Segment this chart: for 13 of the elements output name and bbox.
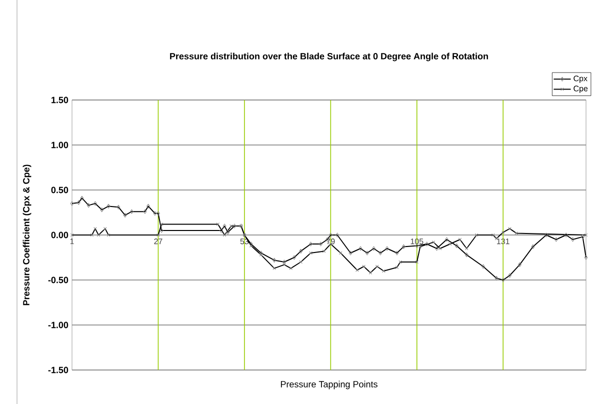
y-tick-label: -1.50 — [48, 366, 68, 374]
y-tick-label: -0.50 — [48, 276, 68, 284]
y-tick-label: 0.00 — [51, 232, 68, 238]
y-axis-title: Pressure Coefficient (Cpx & Cpe) — [22, 164, 32, 306]
x-axis-title: Pressure Tapping Points — [280, 380, 378, 390]
x-tick-label: 1 — [70, 238, 74, 244]
y-tick-label: 0.50 — [51, 186, 68, 194]
y-tick-label: 1.00 — [52, 142, 68, 148]
legend-label: Cpx — [574, 76, 588, 83]
legend-label: Cpe — [574, 86, 588, 93]
y-tick-label: 1.50 — [52, 96, 68, 104]
y-tick-label: -1.00 — [48, 322, 68, 328]
chart-title: Pressure distribution over the Blade Surface at 0 Degree Angle of Rotation — [170, 52, 488, 62]
